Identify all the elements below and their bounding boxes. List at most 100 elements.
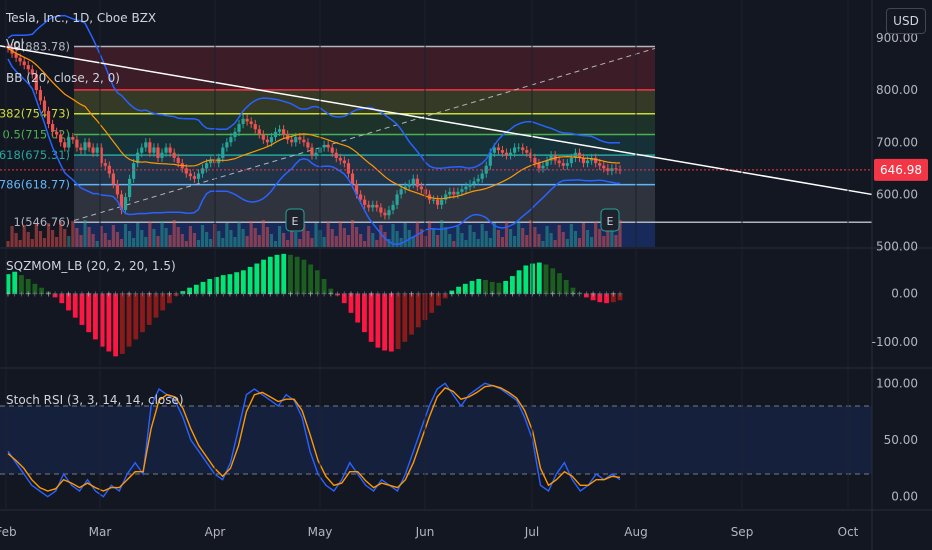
squeeze-dot: +: [435, 290, 442, 299]
candle: [334, 152, 338, 158]
candle: [132, 163, 136, 179]
candle: [273, 131, 278, 138]
currency-button[interactable]: USD: [886, 8, 926, 34]
momentum-bar: [523, 265, 529, 294]
candle: [359, 194, 363, 200]
squeeze-dot: +: [72, 290, 79, 299]
candle: [314, 152, 318, 156]
squeeze-dot: +: [45, 290, 52, 299]
volume-bar: [294, 232, 298, 247]
time-tick: Apr: [205, 525, 226, 539]
momentum-bar: [617, 293, 623, 301]
volume-bar: [468, 225, 472, 247]
momentum-tick: 0.00: [891, 287, 918, 301]
squeeze-dot: +: [590, 290, 597, 299]
candle: [282, 129, 286, 135]
candle: [119, 194, 124, 211]
squeeze-dot: +: [58, 290, 65, 299]
squeeze-dot: +: [206, 290, 213, 299]
volume-bar: [18, 240, 22, 247]
momentum-bar: [261, 259, 266, 294]
momentum-bar: [72, 293, 78, 318]
squeeze-dot: +: [159, 290, 166, 299]
momentum-bar: [536, 262, 542, 294]
volume-bar: [306, 231, 310, 247]
momentum-bar: [220, 275, 226, 294]
candle: [95, 147, 99, 153]
candle: [152, 147, 156, 153]
volume-bar: [549, 233, 553, 247]
volume-bar: [127, 231, 132, 247]
stoch-tick: 100.00: [876, 376, 918, 390]
candle: [496, 147, 501, 151]
candle: [436, 199, 440, 205]
candle: [504, 152, 509, 156]
squeeze-dot: +: [166, 290, 173, 299]
squeeze-dot: +: [395, 290, 402, 299]
price-tick: 500.00: [876, 240, 918, 254]
volume-bar: [480, 224, 484, 247]
volume-bar: [273, 241, 278, 247]
squeeze-dot: +: [401, 290, 408, 299]
squeeze-dot: +: [106, 290, 113, 299]
volume-bar: [326, 222, 330, 247]
candle: [476, 178, 480, 182]
price-pane[interactable]: 0(883.78)0.382(754.73)0.5(715.02)0.618(6…: [0, 14, 873, 247]
squeeze-dot: +: [509, 290, 516, 299]
momentum-bar: [126, 293, 132, 347]
momentum-bar: [5, 274, 11, 294]
volume-bar: [290, 225, 294, 247]
squeeze-dot: +: [11, 290, 18, 299]
candle: [204, 163, 209, 169]
momentum-bar: [308, 264, 314, 294]
volume-bar: [10, 226, 14, 247]
squeeze-dot: +: [455, 290, 462, 299]
last-price-label: 646.98: [880, 163, 922, 177]
candle: [460, 189, 464, 192]
volume-bar: [569, 224, 573, 247]
candle: [415, 178, 419, 187]
volume-bar: [460, 233, 464, 247]
volume-bar: [330, 229, 334, 247]
time-tick: Sep: [731, 525, 754, 539]
momentum-bar: [227, 274, 233, 294]
volume-bar: [75, 228, 79, 247]
candle: [22, 61, 26, 66]
momentum-bar: [321, 279, 327, 294]
volume-bar: [383, 232, 387, 247]
time-tick: Jun: [415, 525, 435, 539]
candle: [525, 150, 529, 153]
stoch-tick: 0.00: [891, 490, 918, 504]
volume-bar: [14, 233, 18, 247]
candle: [176, 157, 180, 164]
volume-bar: [411, 237, 415, 247]
candle: [123, 197, 128, 211]
squeeze-dot: +: [516, 290, 523, 299]
momentum-bar: [193, 284, 199, 294]
momentum-bar: [456, 286, 461, 294]
volume-bar: [196, 240, 201, 247]
volume-bar: [440, 220, 444, 247]
candle: [249, 121, 253, 125]
volume-bar: [533, 227, 537, 247]
volume-bar: [160, 221, 164, 247]
price-tick: 800.00: [876, 83, 918, 97]
candle: [480, 173, 484, 179]
time-tick: Feb: [0, 525, 17, 539]
candle: [363, 199, 367, 205]
candle: [188, 173, 192, 177]
candle: [590, 157, 594, 161]
volume-bar: [488, 238, 492, 247]
momentum-bar: [93, 293, 98, 340]
squeeze-dot: +: [92, 290, 99, 299]
candle: [407, 184, 411, 187]
squeeze-dot: +: [617, 290, 624, 299]
momentum-bar: [577, 292, 583, 294]
candle: [172, 152, 176, 158]
volume-bar: [50, 230, 55, 247]
squeeze-momentum-pane[interactable]: + + + + + + + + + + + + + + + + + + + + + + + + + + + + + + + + + + + + + + + +…: [5, 253, 624, 357]
fib-label: 0.382(754.73): [0, 107, 70, 121]
candle: [440, 199, 444, 205]
stoch-rsi-pane[interactable]: [0, 382, 872, 498]
